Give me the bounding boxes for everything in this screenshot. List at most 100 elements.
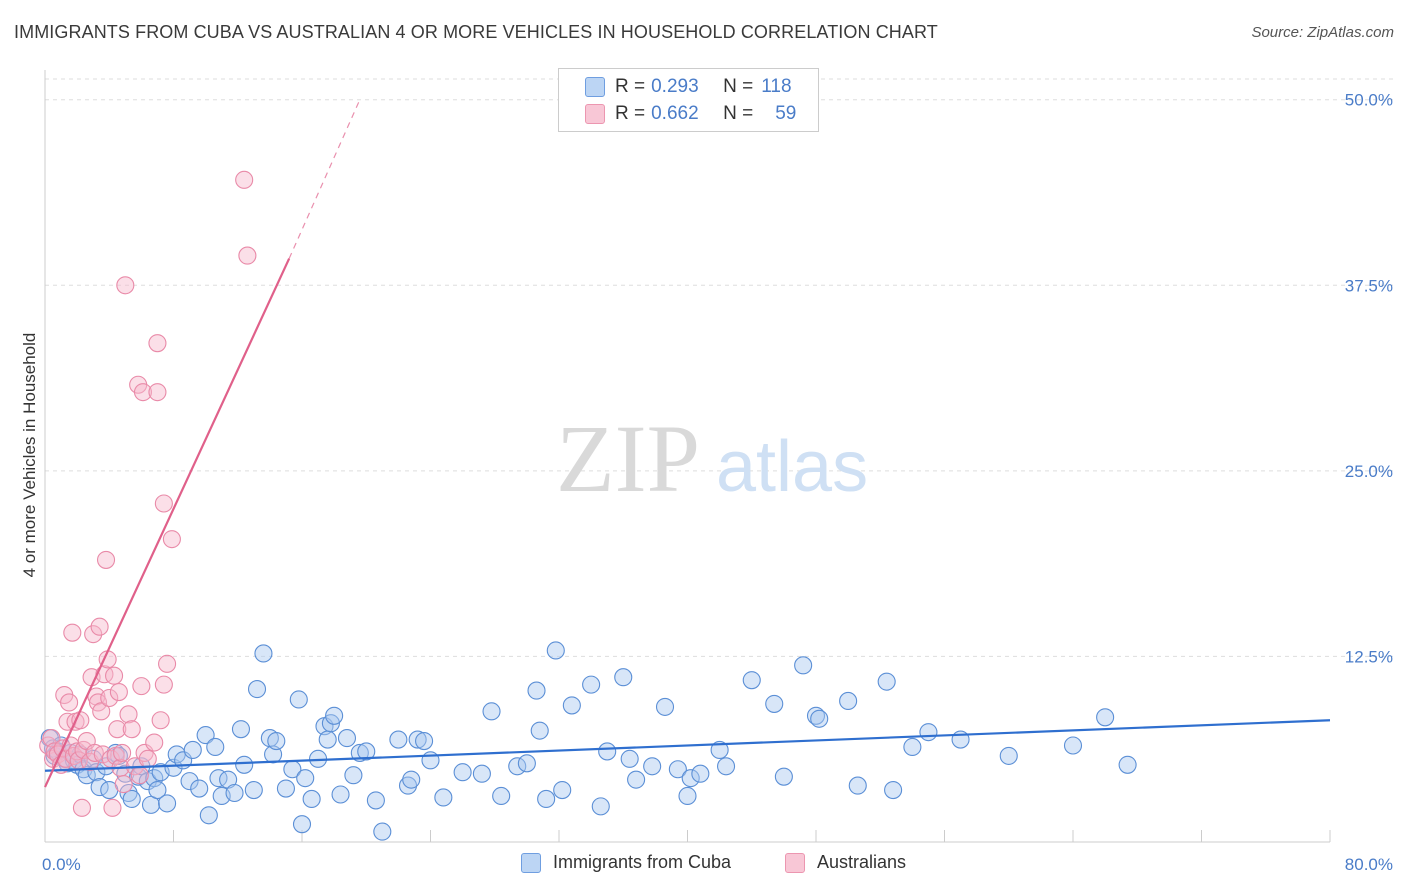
legend-item-cuba[interactable]: Immigrants from Cuba (521, 852, 731, 873)
trend-line-cuba (44, 719, 1331, 772)
data-point-cuba (337, 729, 357, 748)
source-credit: Source: ZipAtlas.com (1251, 24, 1394, 41)
data-point-cuba (742, 671, 761, 690)
data-point-cuba (765, 694, 784, 713)
data-point-cuba (839, 691, 858, 711)
data-point-cuba (710, 740, 729, 760)
data-point-cuba (231, 720, 251, 739)
data-point-cuba (289, 690, 308, 709)
trend-line-australians-extension (288, 99, 361, 259)
y-tick-labels: 12.5% 25.0% 37.5% 50.0% (1345, 91, 1393, 667)
legend-r-value: 0.662 (651, 103, 699, 124)
data-point-australians (72, 798, 91, 817)
gridlines (45, 78, 1395, 657)
x-tick-label: 0.0% (42, 855, 81, 874)
data-point-cuba (318, 730, 337, 749)
data-point-cuba (453, 763, 472, 782)
data-point-cuba (668, 760, 687, 779)
watermark-atlas: atlas (716, 427, 868, 507)
data-point-cuba (276, 779, 295, 798)
data-point-cuba (591, 797, 610, 816)
data-point-cuba (598, 742, 617, 761)
y-tick-label: 37.5% (1345, 276, 1393, 295)
data-point-cuba (190, 779, 209, 798)
data-point-australians (116, 276, 135, 295)
data-point-cuba (848, 776, 867, 795)
data-point-cuba (344, 766, 363, 785)
y-tick-label: 25.0% (1345, 462, 1393, 481)
data-point-australians (148, 383, 167, 402)
legend-row-australians: R = 0.662 N = 59 (585, 102, 796, 126)
data-point-cuba (302, 789, 321, 808)
data-point-cuba (678, 786, 697, 806)
y-tick-label: 12.5% (1345, 647, 1393, 666)
data-point-australians (151, 711, 170, 730)
data-point-cuba (264, 745, 283, 764)
data-point-cuba (180, 772, 199, 791)
data-point-australians (119, 705, 138, 724)
data-point-cuba (292, 815, 312, 834)
data-point-cuba (235, 755, 254, 774)
data-point-cuba (517, 754, 536, 773)
y-tick-label: 50.0% (1345, 91, 1393, 110)
watermark: ZIP atlas (556, 405, 868, 512)
data-point-cuba (794, 656, 813, 675)
data-point-cuba (546, 641, 565, 660)
data-point-australians (84, 625, 103, 644)
data-point-australians (113, 743, 132, 762)
data-point-cuba (655, 697, 675, 716)
legend-item-australians[interactable]: Australians (785, 852, 906, 873)
data-point-cuba (1118, 755, 1137, 774)
data-point-cuba (716, 757, 736, 776)
data-point-cuba (398, 776, 418, 795)
legend-label-cuba: Immigrants from Cuba (553, 852, 732, 872)
trend-lines (44, 99, 1331, 788)
data-point-australians (60, 693, 79, 712)
data-point-australians (238, 246, 257, 265)
data-point-cuba (402, 770, 421, 789)
data-point-australians (114, 775, 133, 794)
series-legend: Immigrants from Cuba Australians (0, 852, 1406, 878)
data-point-cuba (1096, 708, 1115, 727)
data-point-cuba (919, 723, 938, 742)
legend-n-value: 59 (775, 103, 797, 124)
data-point-australians (71, 711, 90, 730)
x-tick-labels: 0.0% 80.0% (42, 855, 1393, 874)
data-point-cuba (582, 675, 601, 694)
data-point-cuba (434, 788, 453, 807)
data-point-cuba (408, 730, 427, 749)
data-point-cuba (357, 742, 376, 761)
data-point-australians (154, 494, 173, 513)
data-point-cuba (331, 785, 350, 804)
data-point-australians (105, 666, 124, 685)
data-point-cuba (373, 822, 392, 841)
data-point-cuba (366, 791, 385, 810)
data-point-cuba (389, 730, 408, 749)
data-point-cuba (247, 680, 267, 699)
data-point-cuba (199, 806, 218, 825)
data-point-australians (145, 733, 164, 752)
data-point-cuba (225, 783, 244, 803)
data-point-cuba (553, 780, 572, 800)
data-point-cuba (415, 731, 434, 751)
data-point-cuba (806, 706, 826, 725)
data-point-cuba (296, 769, 315, 788)
data-point-australians (103, 798, 122, 817)
series-immigrants-from-cuba (40, 641, 1137, 841)
data-point-australians (138, 749, 157, 768)
data-point-australians (96, 550, 116, 569)
data-point-australians (154, 675, 173, 694)
legend-swatch-blue (521, 852, 541, 873)
data-point-cuba (267, 731, 286, 751)
data-point-australians (122, 720, 141, 739)
data-point-cuba (472, 764, 491, 783)
legend-n-label: N = (723, 76, 754, 97)
legend-swatch-blue (585, 77, 605, 97)
data-point-cuba (877, 672, 896, 691)
data-point-australians (235, 170, 254, 189)
legend-r-label: R = (615, 103, 646, 124)
data-point-cuba (325, 706, 344, 725)
data-point-australians (42, 729, 61, 748)
axes (44, 70, 1331, 843)
data-point-cuba (183, 740, 202, 760)
